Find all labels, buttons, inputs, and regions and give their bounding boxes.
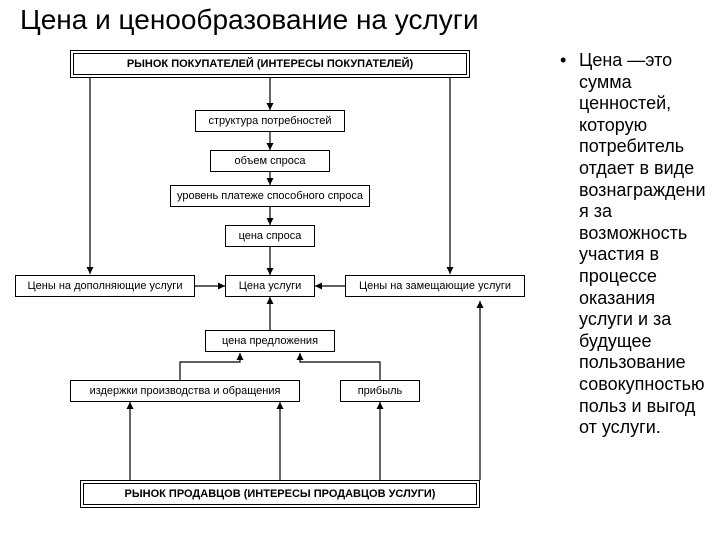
box-demand-price: цена спроса bbox=[225, 225, 315, 247]
box-substitute-prices: Цены на замещающие услуги bbox=[345, 275, 525, 297]
box-needs: структура потребностей bbox=[195, 110, 345, 132]
box-service-price: Цена услуги bbox=[225, 275, 315, 297]
box-complementary-prices: Цены на дополняющие услуги bbox=[15, 275, 195, 297]
sidebar-text: Цена —это сумма ценностей, которую потре… bbox=[579, 50, 709, 439]
box-effective-demand: уровень платеже способного спроса bbox=[170, 185, 370, 207]
page-title: Цена и ценообразование на услуги bbox=[20, 4, 479, 36]
box-sellers-market: РЫНОК ПРОДАВЦОВ (ИНТЕРЕСЫ ПРОДАВЦОВ УСЛУ… bbox=[80, 480, 480, 508]
box-offer-price: цена предложения bbox=[205, 330, 335, 352]
box-buyers-market: РЫНОК ПОКУПАТЕЛЕЙ (ИНТЕРЕСЫ ПОКУПАТЕЛЕЙ) bbox=[70, 50, 470, 78]
box-costs: издержки производства и обращения bbox=[70, 380, 300, 402]
box-demand-volume: объем спроса bbox=[210, 150, 330, 172]
flow-diagram: РЫНОК ПОКУПАТЕЛЕЙ (ИНТЕРЕСЫ ПОКУПАТЕЛЕЙ)… bbox=[10, 50, 550, 530]
sidebar-note: • Цена —это сумма ценностей, которую пот… bbox=[560, 50, 710, 439]
bullet-icon: • bbox=[560, 50, 574, 72]
box-profit: прибыль bbox=[340, 380, 420, 402]
